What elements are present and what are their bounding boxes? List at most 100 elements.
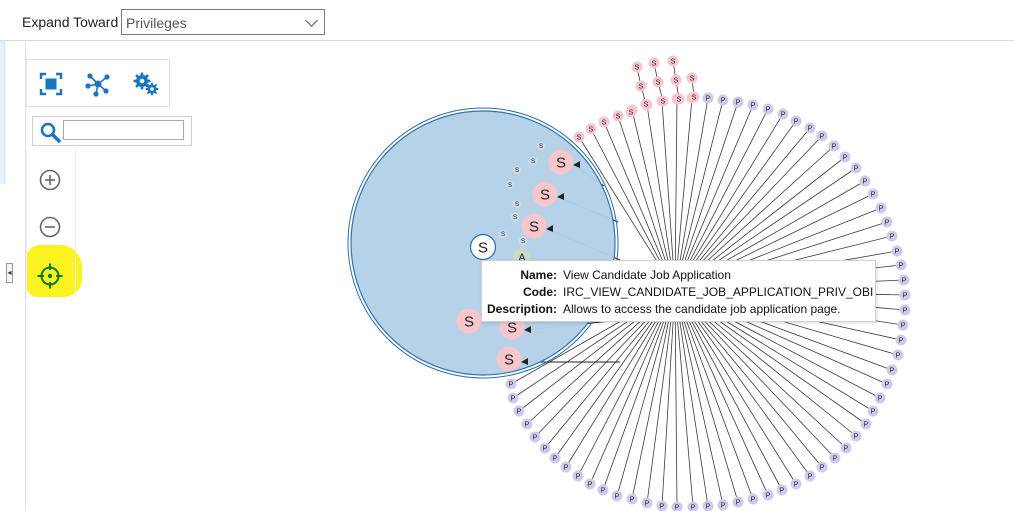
- p-node[interactable]: P: [762, 103, 774, 115]
- expand-toward-select[interactable]: Privileges: [121, 9, 325, 35]
- s-node[interactable]: S: [648, 57, 660, 69]
- p-node[interactable]: P: [886, 364, 898, 376]
- p-node[interactable]: P: [572, 470, 584, 482]
- s-node[interactable]: S: [686, 72, 698, 84]
- p-node[interactable]: P: [584, 478, 596, 490]
- p-node[interactable]: P: [899, 304, 911, 316]
- p-node[interactable]: P: [875, 202, 887, 214]
- p-node[interactable]: P: [687, 501, 699, 511]
- faded-node[interactable]: S: [528, 156, 538, 166]
- selected-s-node[interactable]: S: [469, 233, 497, 261]
- p-node[interactable]: P: [702, 500, 714, 511]
- p-node[interactable]: P: [529, 431, 541, 443]
- p-node[interactable]: P: [626, 493, 638, 505]
- p-node[interactable]: P: [641, 497, 653, 509]
- faded-node[interactable]: S: [512, 165, 522, 175]
- p-node[interactable]: P: [881, 216, 893, 228]
- s-node[interactable]: S: [573, 131, 585, 143]
- p-node[interactable]: P: [656, 500, 668, 511]
- s-node-large[interactable]: S: [456, 308, 482, 334]
- p-node[interactable]: P: [850, 162, 862, 174]
- s-node[interactable]: S: [670, 74, 682, 86]
- p-node[interactable]: P: [732, 496, 744, 508]
- s-node[interactable]: S: [625, 106, 637, 118]
- p-node[interactable]: P: [560, 461, 572, 473]
- crosshair-target-icon[interactable]: [36, 262, 64, 290]
- fit-to-screen-icon[interactable]: [37, 70, 65, 98]
- faded-node[interactable]: S: [510, 212, 520, 222]
- p-node[interactable]: P: [816, 461, 828, 473]
- minus-circle-icon[interactable]: [37, 214, 63, 240]
- p-node[interactable]: P: [762, 489, 774, 501]
- s-node[interactable]: S: [657, 95, 669, 107]
- s-node[interactable]: S: [673, 93, 685, 105]
- p-node[interactable]: P: [804, 122, 816, 134]
- faded-node[interactable]: S: [512, 199, 522, 209]
- p-node[interactable]: P: [747, 99, 759, 111]
- p-node[interactable]: P: [513, 405, 525, 417]
- s-node[interactable]: S: [612, 110, 624, 122]
- s-node-large[interactable]: S: [532, 181, 558, 207]
- faded-node[interactable]: S: [498, 229, 508, 239]
- p-node[interactable]: P: [702, 92, 714, 104]
- p-node[interactable]: P: [860, 418, 872, 430]
- p-node[interactable]: P: [539, 442, 551, 454]
- p-node[interactable]: P: [895, 334, 907, 346]
- p-node[interactable]: P: [790, 478, 802, 490]
- p-node[interactable]: P: [891, 245, 903, 257]
- p-node[interactable]: P: [867, 188, 879, 200]
- s-node[interactable]: S: [667, 55, 679, 67]
- panel-collapse-handle[interactable]: ◂: [6, 263, 13, 283]
- p-node[interactable]: P: [897, 319, 909, 331]
- p-node[interactable]: P: [549, 452, 561, 464]
- s-node[interactable]: S: [652, 76, 664, 88]
- s-node-large[interactable]: S: [548, 149, 574, 175]
- p-node[interactable]: P: [777, 108, 789, 120]
- s-node[interactable]: S: [598, 116, 610, 128]
- search-icon[interactable]: [39, 121, 61, 143]
- p-node[interactable]: P: [816, 130, 828, 142]
- s-node[interactable]: S: [631, 61, 643, 73]
- p-node[interactable]: P: [505, 378, 517, 390]
- p-node[interactable]: P: [859, 175, 871, 187]
- s-node-large[interactable]: S: [496, 346, 522, 372]
- p-node[interactable]: P: [747, 493, 759, 505]
- p-node[interactable]: P: [829, 452, 841, 464]
- s-node[interactable]: S: [635, 80, 647, 92]
- p-node[interactable]: P: [671, 501, 683, 511]
- p-node[interactable]: P: [886, 230, 898, 242]
- p-node[interactable]: P: [881, 378, 893, 390]
- network-layout-icon[interactable]: [84, 70, 112, 98]
- p-node[interactable]: P: [892, 349, 904, 361]
- p-node[interactable]: P: [839, 151, 851, 163]
- s-node[interactable]: S: [688, 91, 700, 103]
- p-node[interactable]: P: [507, 392, 519, 404]
- plus-circle-icon[interactable]: [37, 167, 63, 193]
- p-node[interactable]: P: [828, 140, 840, 152]
- s-node-large[interactable]: S: [521, 213, 547, 239]
- p-node[interactable]: P: [521, 418, 533, 430]
- p-node[interactable]: P: [898, 274, 910, 286]
- p-node[interactable]: P: [717, 499, 729, 511]
- p-node[interactable]: P: [597, 484, 609, 496]
- faded-node[interactable]: S: [505, 180, 515, 190]
- p-node[interactable]: P: [804, 470, 816, 482]
- p-node[interactable]: P: [850, 430, 862, 442]
- faded-node[interactable]: S: [536, 141, 546, 151]
- p-node[interactable]: P: [611, 490, 623, 502]
- s-node[interactable]: S: [585, 123, 597, 135]
- p-node[interactable]: P: [776, 484, 788, 496]
- p-node[interactable]: P: [867, 405, 879, 417]
- p-node[interactable]: P: [717, 94, 729, 106]
- p-node[interactable]: P: [899, 289, 911, 301]
- svg-text:P: P: [721, 503, 726, 510]
- settings-gears-icon[interactable]: [132, 70, 160, 98]
- p-node[interactable]: P: [732, 96, 744, 108]
- faded-node[interactable]: S: [518, 236, 528, 246]
- p-node[interactable]: P: [874, 392, 886, 404]
- p-node[interactable]: P: [840, 442, 852, 454]
- p-node[interactable]: P: [895, 259, 907, 271]
- graph-search-input[interactable]: [63, 120, 184, 140]
- p-node[interactable]: P: [790, 115, 802, 127]
- s-node[interactable]: S: [640, 98, 652, 110]
